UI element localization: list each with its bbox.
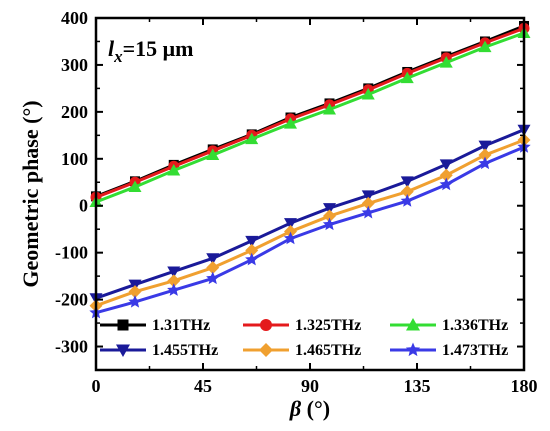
series-line	[95, 26, 525, 199]
y-axis-title: Geometric phase (°)	[18, 100, 43, 287]
data-point	[361, 190, 375, 202]
series-line	[95, 128, 525, 300]
data-point	[245, 243, 259, 257]
x-tick-label: 0	[92, 376, 101, 396]
data-point	[478, 40, 492, 53]
legend-marker	[260, 319, 272, 331]
data-point	[283, 231, 298, 245]
data-point	[206, 271, 220, 285]
x-tick-label: 90	[301, 376, 319, 396]
legend-label: 1.325THz	[295, 317, 361, 334]
data-point	[439, 56, 453, 68]
legend-label: 1.465THz	[295, 342, 361, 359]
series-line	[95, 31, 525, 204]
data-point	[245, 235, 259, 248]
data-point	[167, 164, 181, 176]
legend-label: 1.336THz	[442, 317, 508, 334]
y-tick-label: -300	[55, 337, 88, 357]
data-point	[439, 159, 453, 171]
legend-marker	[259, 343, 273, 357]
data-point	[439, 168, 453, 182]
x-tick-label: 180	[511, 376, 538, 396]
legend-marker	[116, 344, 130, 357]
data-point	[206, 261, 220, 275]
data-point	[245, 252, 259, 266]
data-point	[400, 71, 414, 84]
annotation-label: lx=15 μm	[108, 36, 193, 66]
series-line	[95, 138, 525, 308]
legend-item: 1.473THz	[390, 342, 508, 359]
series-layer	[89, 20, 531, 319]
data-point	[361, 205, 375, 219]
legend-label: 1.473THz	[442, 342, 508, 359]
data-point	[400, 176, 414, 188]
x-tick-label: 135	[404, 376, 431, 396]
data-point	[284, 225, 298, 239]
data-point	[206, 253, 220, 265]
data-point	[167, 274, 181, 288]
legend-item: 1.325THz	[243, 317, 361, 334]
data-point	[206, 148, 220, 161]
legend-label: 1.455THz	[152, 342, 218, 359]
data-point	[478, 156, 492, 170]
data-point	[361, 88, 375, 100]
y-tick-label: -100	[55, 243, 88, 263]
legend-item: 1.31THz	[100, 317, 210, 334]
data-point	[167, 283, 181, 296]
data-point	[322, 203, 336, 215]
legend-item: 1.465THz	[243, 342, 361, 359]
y-tick-label: 0	[79, 196, 88, 216]
data-point	[284, 117, 298, 129]
legend-label: 1.31THz	[152, 317, 210, 334]
x-tick-label: 45	[194, 376, 212, 396]
legend-marker	[405, 342, 421, 357]
y-tick-label: 200	[61, 102, 88, 122]
data-point	[478, 148, 492, 162]
data-point	[322, 209, 336, 223]
data-point	[322, 103, 336, 115]
y-tick-label: 100	[61, 149, 88, 169]
data-point	[478, 140, 492, 153]
legend-item: 1.336THz	[390, 317, 508, 334]
y-tick-label: -200	[55, 290, 88, 310]
data-point	[128, 294, 142, 308]
x-axis-title: β (°)	[289, 396, 330, 421]
legend: 1.31THz 1.325THz 1.336THz 1.455THz 1.465THz 1…	[100, 317, 508, 359]
series-1.455THz	[89, 124, 531, 305]
data-point	[284, 218, 298, 230]
data-point	[128, 180, 142, 192]
series-line	[95, 145, 525, 315]
data-point	[322, 217, 337, 231]
series-1.336THz	[89, 26, 531, 207]
series-1.465THz	[89, 133, 531, 313]
y-tick-label: 400	[61, 8, 88, 28]
legend-item: 1.455THz	[100, 342, 218, 359]
legend-marker	[406, 318, 420, 331]
data-point	[167, 266, 181, 278]
series-1.473THz	[89, 140, 531, 319]
data-point	[439, 177, 453, 191]
legend-marker	[117, 319, 129, 331]
data-point	[400, 194, 414, 207]
data-point	[400, 185, 414, 199]
data-point	[128, 285, 142, 299]
data-point	[361, 196, 375, 210]
y-tick-label: 300	[61, 55, 88, 75]
data-point	[245, 132, 259, 145]
